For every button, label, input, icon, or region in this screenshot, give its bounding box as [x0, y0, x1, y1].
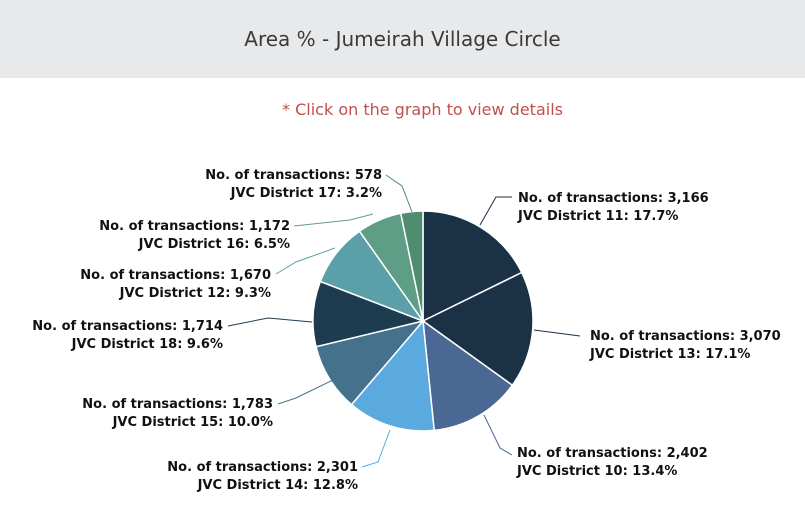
click-hint: * Click on the graph to view details — [282, 100, 563, 119]
data-label-jvc-district-11: No. of transactions: 3,166 JVC District 1… — [517, 191, 709, 224]
data-label-jvc-district-16: No. of transactions: 1,172 JVC District 1… — [99, 219, 290, 252]
connector-line — [275, 247, 336, 275]
connector-line — [361, 429, 391, 468]
chart-title: Area % - Jumeirah Village Circle — [244, 27, 561, 51]
connector-line — [533, 329, 581, 337]
connector-line — [483, 414, 513, 456]
data-label-jvc-district-15: No. of transactions: 1,783 JVC District 1… — [82, 397, 273, 430]
connector-line — [277, 379, 334, 405]
connector-line — [293, 213, 374, 227]
connector-line — [385, 174, 413, 213]
chart-header: Area % - Jumeirah Village Circle — [0, 0, 805, 78]
data-label-jvc-district-17: No. of transactions: 578 JVC District 17:… — [205, 168, 382, 201]
data-label-jvc-district-10: No. of transactions: 2,402 JVC District 1… — [516, 446, 708, 479]
data-label-jvc-district-13: No. of transactions: 3,070 JVC District 1… — [589, 329, 781, 362]
data-label-jvc-district-12: No. of transactions: 1,670 JVC District 1… — [80, 268, 271, 301]
pie-slice-jvc-district-13[interactable] — [421, 271, 534, 387]
data-label-jvc-district-14: No. of transactions: 2,301 JVC District 1… — [167, 460, 358, 493]
connector-line — [227, 317, 313, 327]
data-label-jvc-district-18: No. of transactions: 1,714 JVC District 1… — [32, 319, 223, 352]
pie-slice-jvc-district-10[interactable] — [422, 319, 514, 432]
pie-slice-jvc-district-11[interactable] — [422, 210, 523, 323]
connector-line — [479, 196, 512, 226]
pie-slice-jvc-district-14[interactable] — [350, 319, 436, 432]
